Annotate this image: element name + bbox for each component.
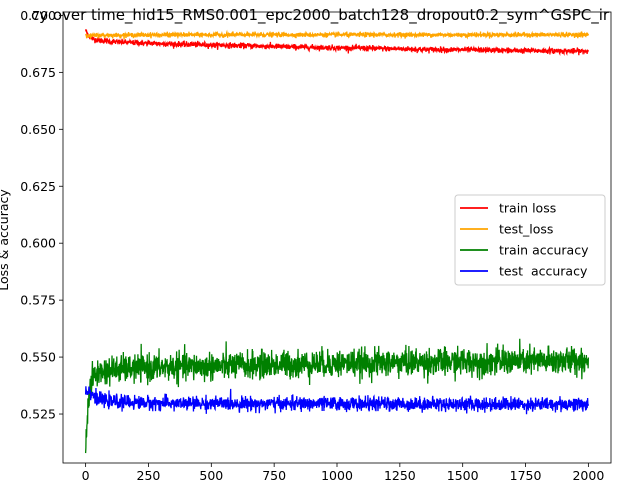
x-tick-label: 500 xyxy=(199,468,223,480)
y-tick-label: 0.525 xyxy=(20,407,56,422)
y-tick-label: 0.700 xyxy=(20,8,56,23)
x-tick-label: 1750 xyxy=(510,468,542,480)
x-tick-label: 1000 xyxy=(321,468,353,480)
x-tick-label: 2000 xyxy=(572,468,604,480)
y-tick-label: 0.625 xyxy=(20,179,56,194)
series-line-train-loss xyxy=(84,29,589,57)
series-line-test-accuracy xyxy=(84,386,590,415)
chart-title: cy over time_hid15_RMS0.001_epc2000_batc… xyxy=(31,6,610,25)
x-tick-label: 1500 xyxy=(447,468,479,480)
legend-label: train accuracy xyxy=(499,243,589,258)
legend-label: test accuracy xyxy=(499,264,588,279)
x-tick-label: 250 xyxy=(137,468,161,480)
y-tick-label: 0.550 xyxy=(20,350,56,365)
y-tick-label: 0.575 xyxy=(20,293,56,308)
legend-label: test_loss xyxy=(499,222,553,237)
y-axis-label: Loss & accuracy xyxy=(0,189,11,291)
x-tick-label: 0 xyxy=(82,468,90,480)
ticks-layer: 0 250 500 750 1000 1250 1500 1750 2000 0.525 0.550… xyxy=(20,8,604,480)
legend-label: train loss xyxy=(499,201,556,216)
y-tick-label: 0.600 xyxy=(20,236,56,251)
series-layer xyxy=(84,29,590,454)
series-line-train-accuracy xyxy=(84,338,590,454)
legend-box xyxy=(454,194,606,286)
y-tick-label: 0.675 xyxy=(20,65,56,80)
x-tick-label: 750 xyxy=(262,468,286,480)
x-tick-label: 1250 xyxy=(384,468,416,480)
series-line-test_loss xyxy=(85,29,590,40)
y-tick-label: 0.650 xyxy=(20,122,56,137)
